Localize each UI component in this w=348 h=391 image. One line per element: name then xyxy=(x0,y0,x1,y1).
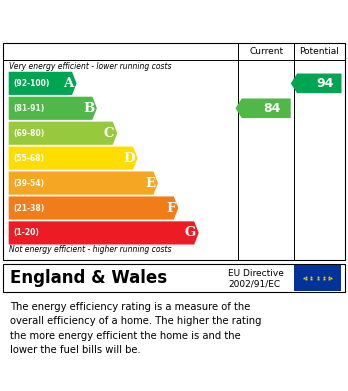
Text: (55-68): (55-68) xyxy=(13,154,44,163)
Text: C: C xyxy=(104,127,114,140)
Text: (39-54): (39-54) xyxy=(13,179,44,188)
Text: Not energy efficient - higher running costs: Not energy efficient - higher running co… xyxy=(9,245,171,254)
Text: B: B xyxy=(83,102,94,115)
Text: England & Wales: England & Wales xyxy=(10,269,168,287)
Text: EU Directive: EU Directive xyxy=(228,269,284,278)
Text: Very energy efficient - lower running costs: Very energy efficient - lower running co… xyxy=(9,62,171,71)
Text: D: D xyxy=(123,152,135,165)
Text: E: E xyxy=(145,177,155,190)
Text: (1-20): (1-20) xyxy=(13,228,39,237)
Polygon shape xyxy=(9,147,138,170)
Text: A: A xyxy=(64,77,74,90)
Bar xyxy=(294,265,341,291)
Polygon shape xyxy=(9,172,158,195)
Text: Potential: Potential xyxy=(299,47,339,56)
Text: G: G xyxy=(185,226,196,239)
Text: (69-80): (69-80) xyxy=(13,129,44,138)
Polygon shape xyxy=(9,221,199,244)
Text: The energy efficiency rating is a measure of the
overall efficiency of a home. T: The energy efficiency rating is a measur… xyxy=(10,302,262,355)
Polygon shape xyxy=(9,122,117,145)
Text: F: F xyxy=(166,201,175,215)
Polygon shape xyxy=(236,99,291,118)
Polygon shape xyxy=(291,74,341,93)
Polygon shape xyxy=(9,196,178,220)
Text: (21-38): (21-38) xyxy=(13,203,44,212)
Polygon shape xyxy=(9,72,77,95)
Text: 2002/91/EC: 2002/91/EC xyxy=(228,280,280,289)
Bar xyxy=(3,264,345,292)
Text: (92-100): (92-100) xyxy=(13,79,49,88)
Text: Energy Efficiency Rating: Energy Efficiency Rating xyxy=(9,13,230,28)
Text: Current: Current xyxy=(249,47,283,56)
Text: 84: 84 xyxy=(264,102,281,115)
Text: 94: 94 xyxy=(316,77,333,90)
Text: (81-91): (81-91) xyxy=(13,104,44,113)
Polygon shape xyxy=(9,97,97,120)
